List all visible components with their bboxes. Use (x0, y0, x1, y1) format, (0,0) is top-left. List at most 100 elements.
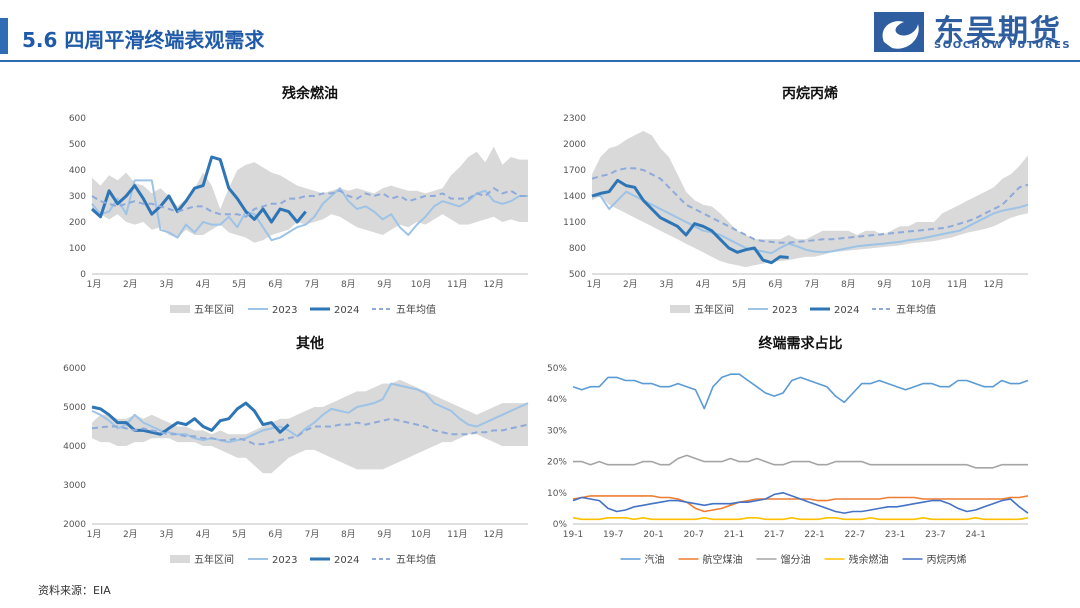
chart-demand-share: 终端需求占比 0% 10% 20% 30% 40% 50% 19-1 19-7 20-1 20-7 2… (547, 335, 1029, 566)
x-tick-label: 11月 (947, 279, 967, 290)
x-tick-label: 22-1 (804, 530, 824, 540)
x-tick-label: 10月 (411, 529, 431, 540)
series-line-五年均值 (91, 417, 529, 446)
x-tick-label: 8月 (841, 279, 856, 290)
legend-label: 馏分油 (781, 553, 811, 566)
y-tick-label: 1100 (563, 218, 586, 228)
x-tick-label: 23-7 (925, 530, 945, 540)
legend-label: 残余燃油 (849, 553, 889, 566)
y-tick-label: 500 (69, 140, 86, 150)
source-note: 资料来源：EIA (38, 584, 111, 597)
x-tick-label: 10月 (911, 279, 931, 290)
y-tick-label: 20% (547, 458, 567, 468)
y-tick-label: 500 (569, 270, 586, 280)
legend-swatch (670, 305, 690, 313)
x-tick-label: 1月 (87, 529, 102, 540)
x-tick-label: 4月 (696, 279, 711, 290)
legend-swatch (170, 555, 190, 563)
y-tick-label: 1400 (563, 192, 586, 202)
series-line-2024 (91, 401, 290, 436)
chart-propane: 丙烷丙烯 500 800 1100 1400 1700 2000 2300 1月 2月 3月 4月 5月… (563, 85, 1029, 316)
legend-label: 五年区间 (194, 303, 234, 316)
x-tick-label: 2月 (123, 279, 138, 290)
legend-item: 五年均值 (372, 553, 436, 566)
legend-item: 五年区间 (170, 553, 234, 566)
x-tick-label: 9月 (377, 529, 392, 540)
series-line-2024 (591, 178, 789, 265)
series-line-五年均值 (91, 187, 528, 218)
legend-item: 五年均值 (372, 303, 436, 316)
five-year-range-band (592, 131, 1028, 268)
y-tick-label: 2000 (63, 520, 86, 530)
x-tick-label: 8月 (341, 279, 356, 290)
legend-item: 航空煤油 (678, 553, 743, 566)
legend-item: 2024 (810, 305, 859, 316)
x-tick-label: 6月 (768, 279, 783, 290)
x-tick-label: 7月 (305, 529, 320, 540)
x-tick-label: 7月 (805, 279, 820, 290)
legend-label: 2023 (272, 555, 297, 566)
legend-label: 2024 (834, 305, 859, 316)
x-tick-label: 22-7 (845, 530, 865, 540)
legend-item: 丙烷丙烯 (902, 553, 967, 566)
y-tick-label: 6000 (63, 364, 86, 374)
legend-item: 五年区间 (170, 303, 234, 316)
x-tick-label: 6月 (268, 279, 283, 290)
y-tick-label: 10% (547, 489, 567, 499)
legend-label: 五年区间 (194, 553, 234, 566)
page-title: 5.6 四周平滑终端表观需求 (22, 28, 265, 52)
y-tick-label: 2000 (563, 140, 586, 150)
x-tick-label: 3月 (159, 279, 174, 290)
legend-swatch (170, 305, 190, 313)
x-tick-label: 1月 (87, 279, 102, 290)
y-tick-label: 100 (69, 244, 86, 254)
x-tick-label: 5月 (232, 279, 247, 290)
chart-residual-fuel: 残余燃油 0 100 200 300 400 500 600 1月 2月 3月 4月 5月 6月 7月 8月 9… (69, 85, 528, 316)
x-tick-label: 1月 (587, 279, 602, 290)
header-accent-bar (0, 18, 8, 54)
x-tick-label: 20-1 (643, 530, 663, 540)
x-tick-label: 2月 (123, 529, 138, 540)
series-line-2023 (91, 179, 528, 242)
series-line-2023 (592, 190, 1029, 255)
series-line-2024 (90, 155, 307, 224)
legend-label: 五年区间 (694, 303, 734, 316)
series-line-丙烷丙烯 (572, 492, 1029, 514)
chart-title: 残余燃油 (282, 85, 338, 102)
series-line-五年均值 (591, 167, 1029, 244)
x-tick-label: 11月 (447, 529, 467, 540)
header-divider (0, 60, 1080, 62)
x-tick-label: 8月 (341, 529, 356, 540)
chart-other: 其他 2000 3000 4000 5000 6000 1月 2月 3月 4月 5月 6月 7月 8月 9月… (63, 335, 529, 566)
legend-item: 2023 (748, 305, 797, 316)
x-tick-label: 4月 (196, 529, 211, 540)
x-tick-label: 5月 (232, 529, 247, 540)
legend-item: 2023 (248, 305, 297, 316)
series-line-汽油 (572, 373, 1029, 410)
y-tick-label: 200 (69, 218, 86, 228)
legend-label: 丙烷丙烯 (927, 553, 967, 566)
y-tick-label: 5000 (63, 403, 86, 413)
series-line-馏分油 (573, 454, 1028, 469)
legend-label: 2024 (334, 305, 359, 316)
legend-item: 汽油 (620, 553, 665, 566)
series-line-残余燃油 (572, 517, 1029, 521)
x-tick-label: 12月 (983, 279, 1003, 290)
logo-subtitle: SOOCHOW FUTURES (934, 40, 1072, 51)
x-tick-label: 21-1 (724, 530, 744, 540)
y-tick-label: 40% (547, 395, 567, 405)
y-tick-label: 300 (69, 192, 86, 202)
x-tick-label: 2月 (623, 279, 638, 290)
y-tick-label: 3000 (63, 481, 86, 491)
y-tick-label: 1700 (563, 166, 586, 176)
y-tick-label: 400 (69, 166, 86, 176)
five-year-range-band (92, 146, 528, 243)
y-tick-label: 30% (547, 426, 567, 436)
x-tick-label: 9月 (377, 279, 392, 290)
x-tick-label: 10月 (411, 279, 431, 290)
x-tick-label: 7月 (305, 279, 320, 290)
legend-label: 2024 (334, 555, 359, 566)
chart-title: 终端需求占比 (759, 335, 843, 352)
x-tick-label: 11月 (447, 279, 467, 290)
x-tick-label: 6月 (268, 529, 283, 540)
